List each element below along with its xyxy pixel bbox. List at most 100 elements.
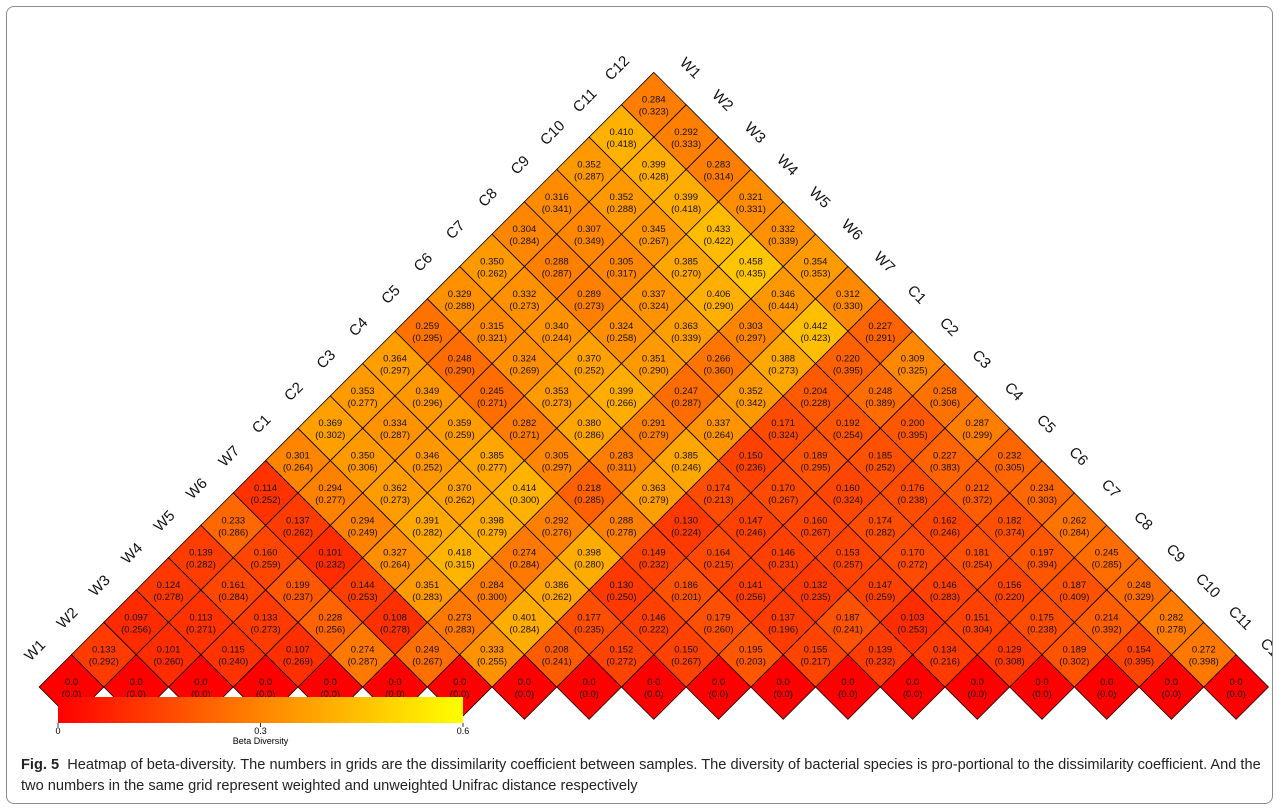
cell-value-weighted: 0.399 [674, 192, 698, 203]
cell-value-unweighted: (0.282) [186, 560, 216, 571]
cell-value-weighted: 0.0 [647, 677, 660, 688]
cell-value-unweighted: (0.306) [348, 463, 378, 474]
cell-value-weighted: 0.340 [545, 321, 569, 332]
cell-value-unweighted: (0.262) [477, 268, 507, 279]
cell-value-weighted: 0.154 [1127, 645, 1151, 656]
cell-value-weighted: 0.160 [804, 515, 828, 526]
cell-value-weighted: 0.146 [642, 612, 666, 623]
cell-value-unweighted: (0.0) [1162, 689, 1182, 700]
cell-value-weighted: 0.274 [513, 548, 537, 559]
sample-label-right: W6 [838, 216, 866, 244]
cell-value-weighted: 0.315 [480, 321, 504, 332]
cell-value-weighted: 0.133 [254, 612, 278, 623]
sample-label-right: C9 [1163, 541, 1189, 567]
cell-value-unweighted: (0.280) [574, 560, 604, 571]
cell-value-weighted: 0.0 [65, 677, 78, 688]
cell-value-unweighted: (0.259) [445, 430, 475, 441]
cell-value-unweighted: (0.331) [736, 204, 766, 215]
cell-value-unweighted: (0.220) [995, 592, 1025, 603]
cell-value-weighted: 0.363 [674, 321, 698, 332]
cell-value-unweighted: (0.238) [1027, 624, 1057, 635]
cell-value-weighted: 0.418 [448, 548, 472, 559]
cell-value-weighted: 0.363 [642, 483, 666, 494]
cell-value-unweighted: (0.237) [283, 592, 313, 603]
cell-value-unweighted: (0.240) [218, 657, 248, 668]
cell-value-unweighted: (0.285) [1092, 560, 1122, 571]
cell-value-weighted: 0.329 [448, 289, 472, 300]
cell-value-weighted: 0.160 [254, 548, 278, 559]
cell-value-unweighted: (0.216) [930, 657, 960, 668]
cell-value-weighted: 0.288 [545, 256, 569, 267]
sample-label-left: W3 [86, 572, 114, 600]
cell-value-unweighted: (0.389) [865, 398, 895, 409]
cell-value-unweighted: (0.0) [903, 689, 923, 700]
cell-value-weighted: 0.107 [286, 645, 310, 656]
cell-value-unweighted: (0.339) [671, 333, 701, 344]
cell-value-unweighted: (0.305) [995, 463, 1025, 474]
cell-value-unweighted: (0.252) [574, 366, 604, 377]
cell-value-weighted: 0.189 [804, 451, 828, 462]
cell-value-weighted: 0.212 [965, 483, 989, 494]
cell-value-unweighted: (0.418) [606, 139, 636, 150]
cell-value-weighted: 0.350 [480, 256, 504, 267]
cell-value-unweighted: (0.271) [186, 624, 216, 635]
cell-value-weighted: 0.170 [901, 548, 925, 559]
cell-value-weighted: 0.175 [1030, 612, 1054, 623]
cell-value-unweighted: (0.297) [380, 366, 410, 377]
cell-value-unweighted: (0.311) [607, 463, 636, 474]
cell-value-unweighted: (0.297) [736, 333, 766, 344]
cell-value-weighted: 0.137 [286, 515, 310, 526]
sample-label-left: W4 [118, 540, 146, 568]
cell-value-unweighted: (0.252) [865, 463, 895, 474]
cell-value-unweighted: (0.0) [191, 689, 211, 700]
cell-value-weighted: 0.282 [1160, 612, 1184, 623]
cell-value-weighted: 0.227 [868, 321, 892, 332]
cell-value-unweighted: (0.290) [445, 366, 475, 377]
cell-value-unweighted: (0.282) [412, 527, 442, 538]
cell-value-unweighted: (0.241) [542, 657, 572, 668]
cell-value-unweighted: (0.299) [962, 430, 992, 441]
cell-value-weighted: 0.137 [771, 612, 795, 623]
cell-value-weighted: 0.181 [965, 548, 989, 559]
cell-value-weighted: 0.294 [351, 515, 375, 526]
cell-value-unweighted: (0.276) [542, 527, 572, 538]
cell-value-weighted: 0.259 [415, 321, 439, 332]
sample-label-right: W4 [773, 151, 801, 179]
colorbar-tick-label: 0.6 [457, 726, 470, 736]
cell-value-unweighted: (0.269) [509, 366, 539, 377]
sample-label-left: C7 [443, 217, 469, 243]
cell-value-unweighted: (0.303) [1027, 495, 1057, 506]
cell-value-weighted: 0.262 [1062, 515, 1086, 526]
cell-value-weighted: 0.359 [448, 418, 472, 429]
cell-value-unweighted: (0.279) [639, 430, 669, 441]
cell-value-unweighted: (0.341) [542, 204, 572, 215]
cell-value-unweighted: (0.300) [477, 592, 507, 603]
cell-value-weighted: 0.146 [933, 580, 957, 591]
sample-label-right: C8 [1130, 508, 1156, 534]
cell-value-weighted: 0.433 [707, 224, 731, 235]
cell-value-weighted: 0.406 [707, 289, 731, 300]
cell-value-unweighted: (0.250) [606, 592, 636, 603]
cell-value-unweighted: (0.259) [251, 560, 281, 571]
cell-value-unweighted: (0.235) [574, 624, 604, 635]
cell-value-unweighted: (0.236) [736, 463, 766, 474]
cell-value-unweighted: (0.324) [768, 430, 798, 441]
cell-value-unweighted: (0.273) [542, 398, 572, 409]
cell-value-unweighted: (0.277) [315, 495, 345, 506]
cell-value-unweighted: (0.279) [639, 495, 669, 506]
cell-value-weighted: 0.304 [513, 224, 537, 235]
cell-value-weighted: 0.332 [513, 289, 537, 300]
sample-label-right: C5 [1033, 411, 1059, 437]
cell-value-weighted: 0.337 [707, 418, 731, 429]
cell-value-unweighted: (0.323) [639, 107, 669, 118]
cell-value-weighted: 0.292 [674, 127, 698, 138]
cell-value-unweighted: (0.435) [736, 268, 766, 279]
cell-value-weighted: 0.288 [610, 515, 634, 526]
cell-value-weighted: 0.351 [642, 354, 666, 365]
cell-value-weighted: 0.274 [351, 645, 375, 656]
cell-value-weighted: 0.316 [545, 192, 569, 203]
cell-value-weighted: 0.350 [351, 451, 375, 462]
cell-value-unweighted: (0.254) [962, 560, 992, 571]
cell-value-weighted: 0.208 [545, 645, 569, 656]
cell-value-weighted: 0.309 [901, 354, 925, 365]
